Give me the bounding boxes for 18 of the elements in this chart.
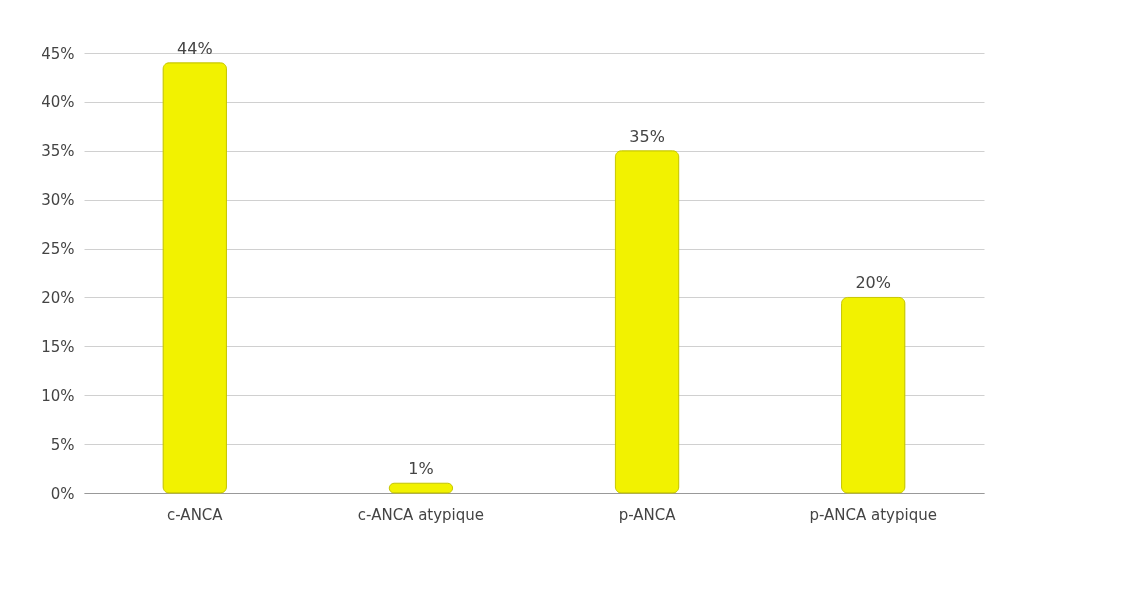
x-tick-label: c-ANCA bbox=[167, 505, 224, 524]
data-label: 44% bbox=[177, 38, 213, 58]
data-label: 1% bbox=[408, 459, 434, 479]
data-label: 20% bbox=[855, 273, 891, 293]
x-tick-label: c-ANCA atypique bbox=[357, 505, 485, 524]
y-tick-label: 20% bbox=[41, 288, 75, 307]
y-tick-label: 15% bbox=[41, 337, 75, 356]
y-tick-label: 5% bbox=[50, 435, 75, 454]
x-tick-label: p-ANCA bbox=[618, 505, 677, 524]
y-tick-label: 10% bbox=[41, 386, 75, 405]
y-tick-label: 40% bbox=[41, 93, 75, 112]
x-tick-label: p-ANCA atypique bbox=[809, 505, 937, 524]
y-tick-label: 35% bbox=[41, 142, 75, 161]
y-tick-label: 30% bbox=[41, 191, 75, 210]
data-label: 35% bbox=[629, 126, 665, 146]
y-tick-label: 45% bbox=[41, 44, 75, 63]
y-tick-label: 25% bbox=[41, 240, 75, 259]
y-tick-label: 0% bbox=[50, 484, 75, 503]
